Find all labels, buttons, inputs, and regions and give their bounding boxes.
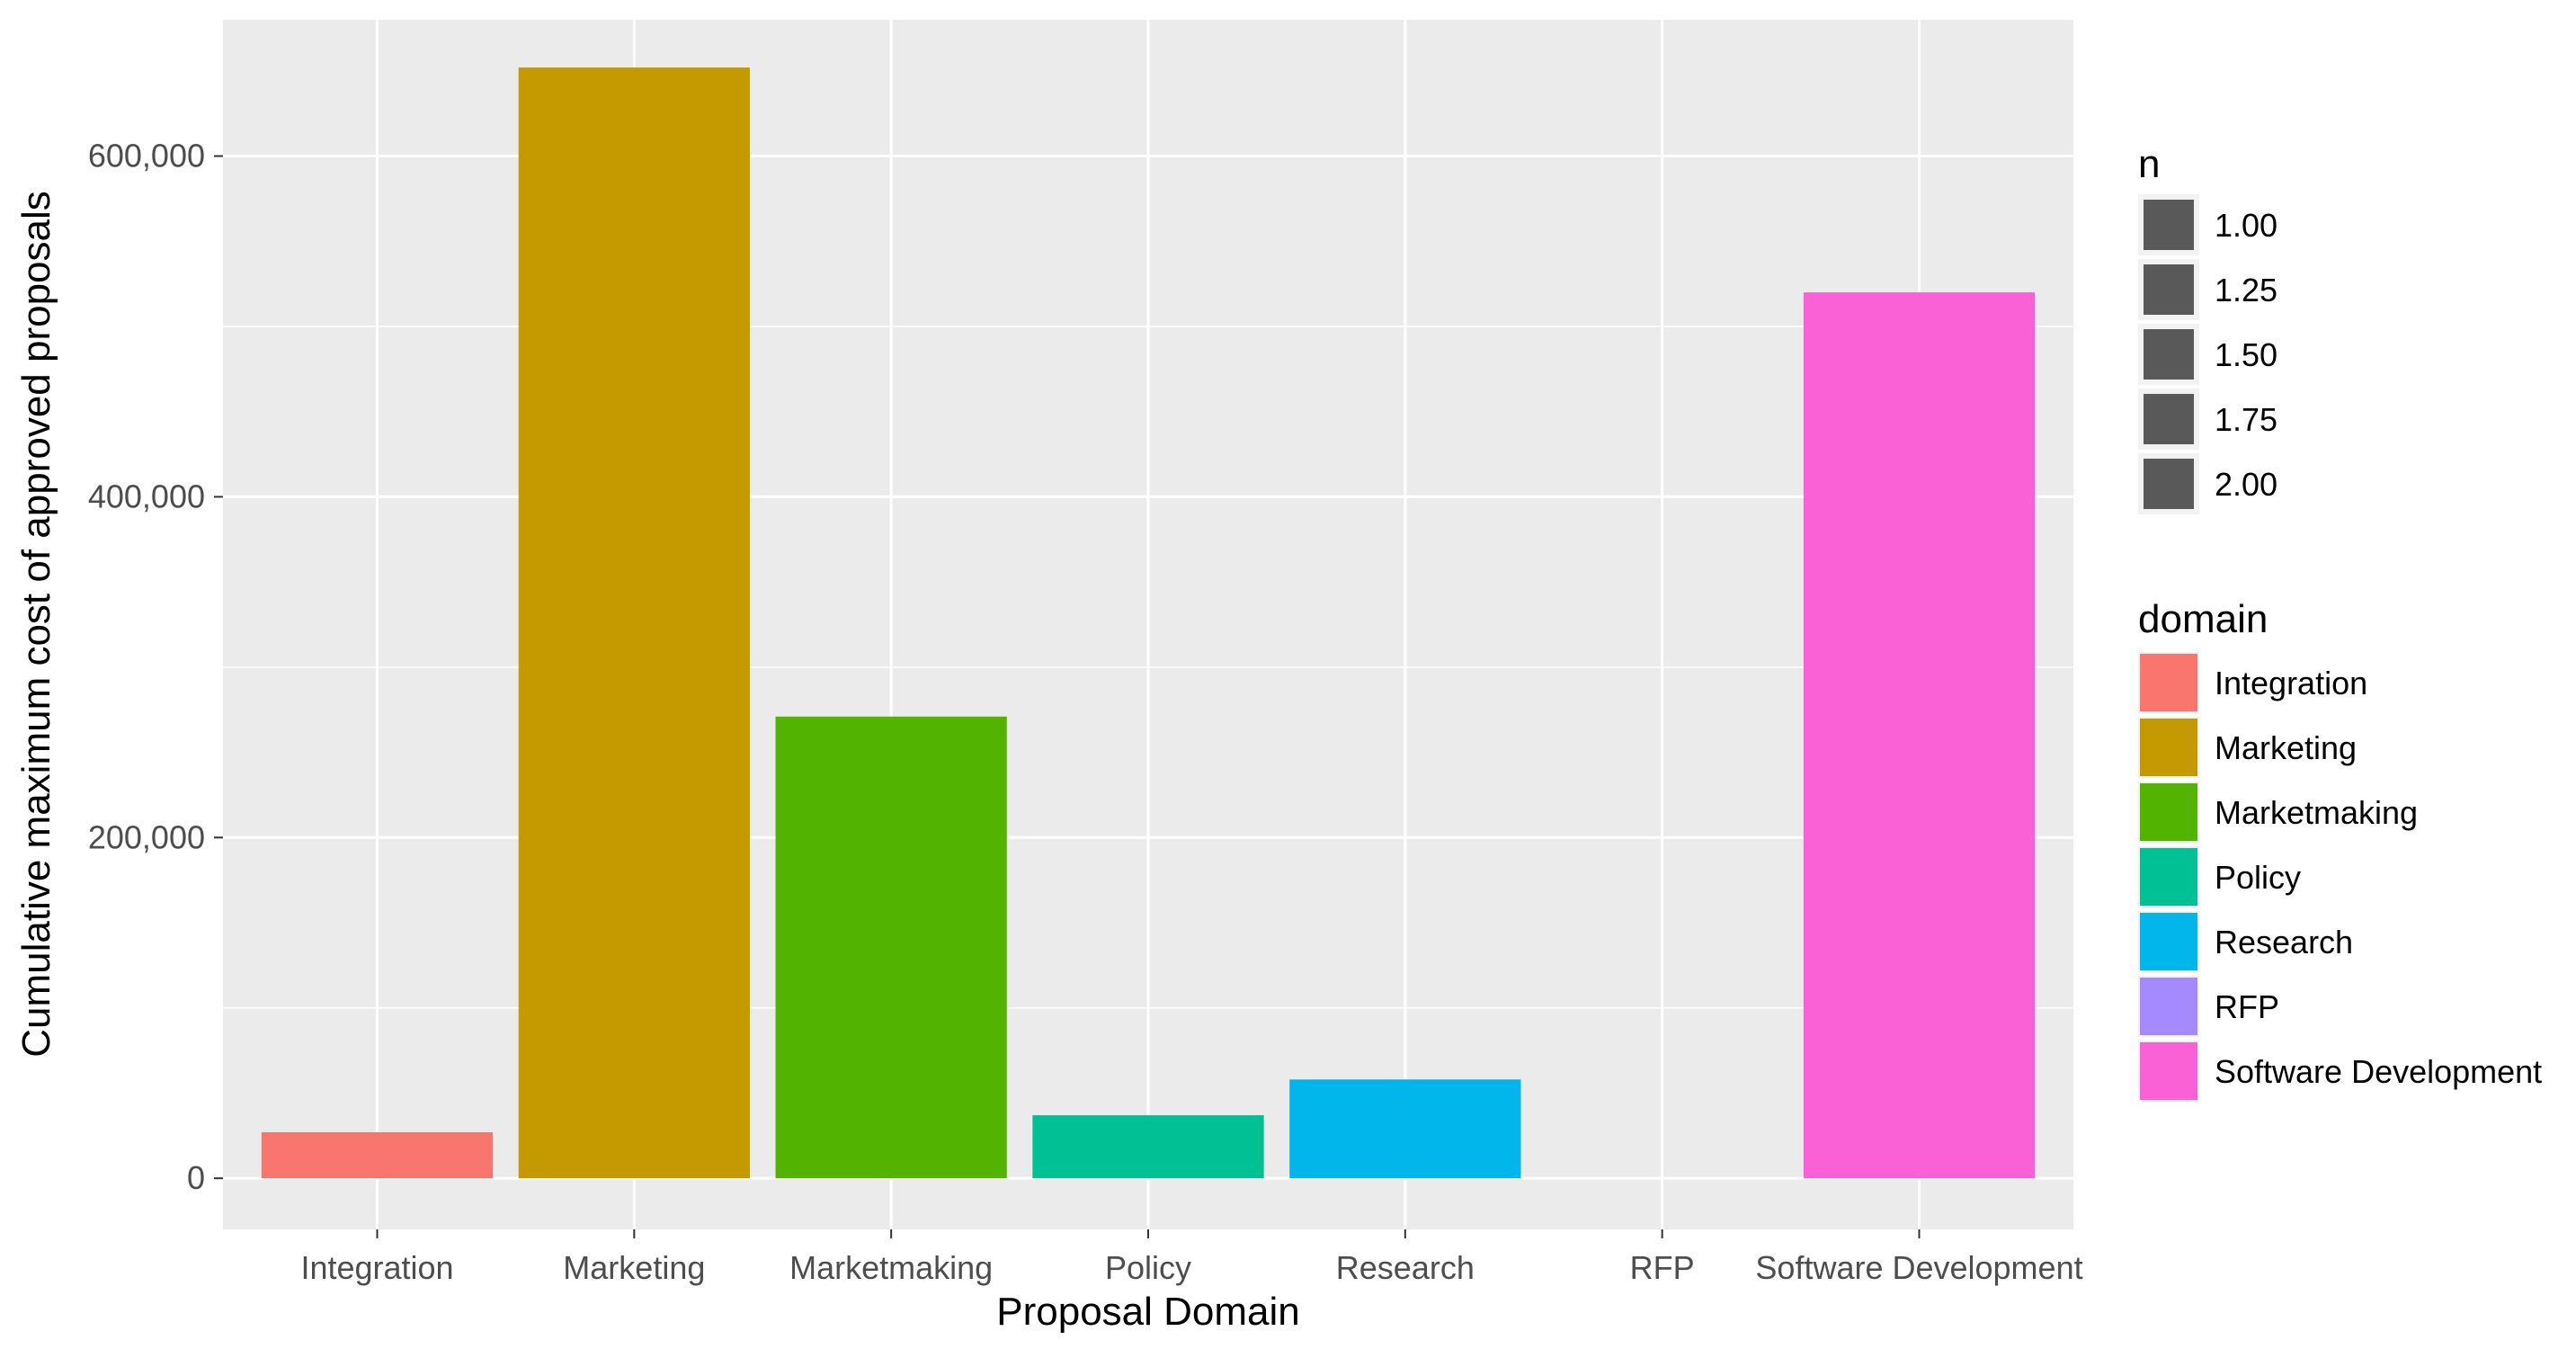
legend-key-domain [2140, 654, 2197, 711]
legend-label-domain: RFP [2215, 988, 2279, 1025]
y-axis-title: Cumulative maximum cost of approved prop… [14, 191, 58, 1058]
legend-label-domain: Policy [2215, 859, 2301, 896]
legend-label-domain: Software Development [2215, 1053, 2542, 1090]
x-tick-label: Research [1336, 1249, 1475, 1286]
legend-title-n: n [2138, 142, 2160, 186]
x-axis-title: Proposal Domain [996, 1290, 1300, 1334]
legend-key-n [2144, 329, 2194, 380]
bars [261, 67, 2036, 1179]
legend-label-n: 1.25 [2215, 272, 2277, 308]
legend-key-domain [2140, 783, 2197, 841]
bar-marketmaking [775, 716, 1007, 1179]
x-tick-label: Marketing [563, 1249, 705, 1286]
y-tick-label: 400,000 [88, 478, 205, 514]
y-tick-label: 200,000 [88, 818, 205, 855]
legend-label-domain: Marketing [2215, 729, 2357, 766]
legend-key-n [2144, 394, 2194, 444]
x-tick-label: RFP [1630, 1249, 1695, 1286]
legend-key-n [2144, 200, 2194, 250]
bar-integration [261, 1132, 494, 1179]
x-tick-label: Integration [300, 1249, 453, 1286]
legend-label-domain: Integration [2215, 665, 2367, 701]
x-tick-label: Marketmaking [789, 1249, 993, 1286]
bar-research [1289, 1079, 1521, 1179]
x-axis-ticks: Integration Marketing Marketmaking Policy Re… [300, 1229, 2083, 1286]
bar-policy [1032, 1115, 1264, 1179]
legend-key-n [2144, 264, 2194, 315]
x-tick-label: Policy [1105, 1249, 1191, 1286]
legend-label-domain: Marketmaking [2215, 794, 2418, 831]
legend-label-n: 1.00 [2215, 207, 2277, 244]
legend-domain: domain Integration Marketing Marketmaking Po… [2138, 597, 2542, 1102]
bar-software-development [1803, 292, 2036, 1179]
legend-label-n: 1.75 [2215, 401, 2277, 438]
y-axis-ticks: 0 200,000 400,000 600,000 [88, 138, 223, 1196]
y-tick-label: 0 [187, 1159, 205, 1196]
legend-key-domain [2140, 978, 2197, 1035]
legend-label-domain: Research [2215, 924, 2353, 960]
bar-marketing [518, 67, 750, 1179]
legend-key-domain [2140, 1042, 2197, 1100]
legend-key-domain [2140, 719, 2197, 776]
x-tick-label: Software Development [1755, 1249, 2082, 1286]
legend-key-n [2144, 459, 2194, 509]
legend-label-n: 1.50 [2215, 336, 2277, 373]
legend-label-n: 2.00 [2215, 466, 2277, 503]
legend-n: n 1.00 1.25 1.50 1.75 2.00 [2138, 142, 2277, 514]
legend-title-domain: domain [2138, 597, 2268, 641]
y-tick-label: 600,000 [88, 138, 205, 174]
legend-key-domain [2140, 913, 2197, 970]
legend-key-domain [2140, 848, 2197, 906]
